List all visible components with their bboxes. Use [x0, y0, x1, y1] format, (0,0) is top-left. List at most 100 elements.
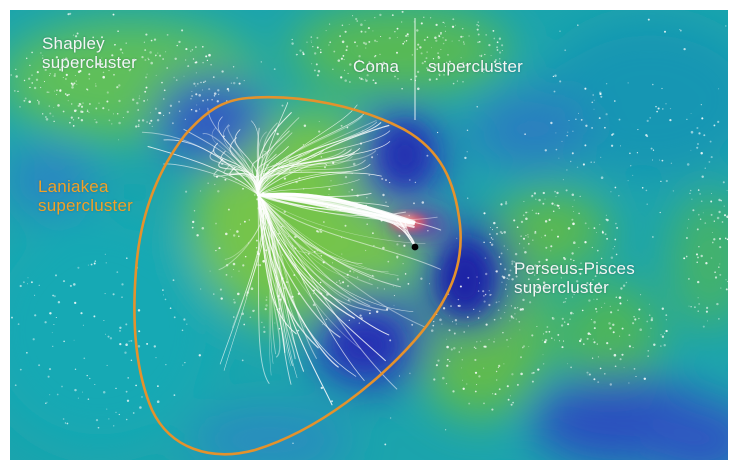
galaxy-speck	[440, 48, 442, 50]
galaxy-speck	[462, 387, 465, 390]
galaxy-speck	[232, 262, 236, 266]
galaxy-speck	[417, 43, 420, 46]
galaxy-speck	[615, 253, 618, 256]
galaxy-speck	[398, 234, 401, 237]
galaxy-speck	[53, 107, 55, 108]
galaxy-speck	[652, 149, 655, 151]
galaxy-speck	[17, 90, 19, 93]
galaxy-speck	[551, 229, 553, 231]
galaxy-speck	[551, 202, 554, 205]
galaxy-speck	[83, 357, 86, 360]
galaxy-speck	[344, 30, 347, 33]
galaxy-speck	[59, 89, 62, 92]
galaxy-speck	[293, 274, 296, 276]
galaxy-speck	[441, 323, 443, 325]
milky-way-dot	[411, 243, 419, 251]
galaxy-speck	[124, 351, 127, 354]
galaxy-speck	[482, 290, 485, 293]
galaxy-speck	[165, 364, 167, 366]
galaxy-speck	[525, 284, 528, 288]
galaxy-speck	[316, 36, 319, 39]
galaxy-speck	[585, 271, 587, 273]
galaxy-speck	[362, 41, 366, 45]
galaxy-speck	[372, 30, 374, 32]
galaxy-speck	[314, 52, 317, 55]
galaxy-speck	[463, 43, 466, 45]
galaxy-speck	[73, 339, 75, 341]
flow-line	[257, 179, 360, 196]
galaxy-speck	[528, 346, 530, 348]
galaxy-speck	[521, 292, 523, 294]
galaxy-speck	[396, 243, 399, 246]
galaxy-speck	[132, 412, 135, 414]
galaxy-speck	[344, 224, 347, 227]
galaxy-speck	[599, 224, 601, 226]
galaxy-speck	[664, 30, 666, 33]
galaxy-speck	[383, 288, 385, 290]
galaxy-speck	[430, 329, 434, 332]
galaxy-speck	[408, 179, 411, 181]
perseus-pisces-label-line2: supercluster	[514, 278, 609, 297]
galaxy-speck	[380, 68, 382, 70]
galaxy-speck	[521, 346, 524, 349]
galaxy-speck	[64, 422, 67, 424]
galaxy-speck	[430, 47, 432, 49]
galaxy-speck	[498, 61, 500, 63]
galaxy-speck	[88, 103, 91, 105]
galaxy-speck	[333, 50, 336, 53]
galaxy-speck	[343, 59, 345, 61]
galaxy-speck	[233, 234, 236, 237]
galaxy-speck	[14, 384, 17, 387]
galaxy-speck	[320, 231, 323, 233]
galaxy-speck	[551, 337, 553, 339]
galaxy-speck	[584, 291, 586, 293]
galaxy-speck	[488, 43, 491, 47]
galaxy-speck	[201, 89, 203, 91]
galaxy-speck	[346, 45, 349, 48]
galaxy-speck	[498, 388, 501, 391]
galaxy-speck	[354, 41, 356, 44]
galaxy-speck	[128, 69, 131, 72]
galaxy-speck	[522, 345, 526, 348]
galaxy-speck	[713, 220, 715, 222]
galaxy-speck	[711, 241, 714, 244]
galaxy-speck	[15, 68, 17, 71]
galaxy-speck	[545, 258, 548, 262]
galaxy-speck	[366, 223, 368, 225]
galaxy-speck	[379, 13, 382, 17]
galaxy-speck	[364, 19, 366, 21]
galaxy-speck	[483, 72, 485, 74]
galaxy-speck	[561, 317, 564, 320]
galaxy-speck	[364, 30, 367, 33]
galaxy-speck	[482, 367, 485, 369]
galaxy-speck	[543, 333, 545, 335]
galaxy-speck	[143, 100, 145, 102]
galaxy-speck	[636, 152, 639, 154]
galaxy-speck	[480, 55, 483, 57]
galaxy-speck	[356, 276, 359, 278]
galaxy-speck	[595, 285, 598, 287]
galaxy-speck	[506, 385, 509, 388]
galaxy-speck	[156, 400, 160, 404]
galaxy-speck	[588, 299, 591, 302]
galaxy-speck	[255, 247, 258, 249]
galaxy-speck	[396, 27, 399, 30]
galaxy-speck	[57, 300, 61, 304]
galaxy-speck	[686, 163, 690, 166]
galaxy-speck	[10, 74, 12, 76]
galaxy-speck	[455, 323, 457, 325]
galaxy-speck	[529, 301, 532, 304]
flow-line	[257, 194, 414, 313]
galaxy-speck	[697, 189, 700, 191]
galaxy-speck	[43, 81, 46, 83]
galaxy-speck	[498, 301, 500, 303]
galaxy-speck	[26, 283, 28, 285]
flow-line	[257, 194, 350, 278]
galaxy-speck	[622, 284, 626, 287]
flow-line	[163, 163, 259, 196]
flow-line	[251, 149, 270, 196]
galaxy-speck	[358, 322, 360, 324]
galaxy-speck	[477, 290, 480, 292]
galaxy-speck	[118, 99, 121, 103]
galaxy-speck	[72, 125, 75, 127]
